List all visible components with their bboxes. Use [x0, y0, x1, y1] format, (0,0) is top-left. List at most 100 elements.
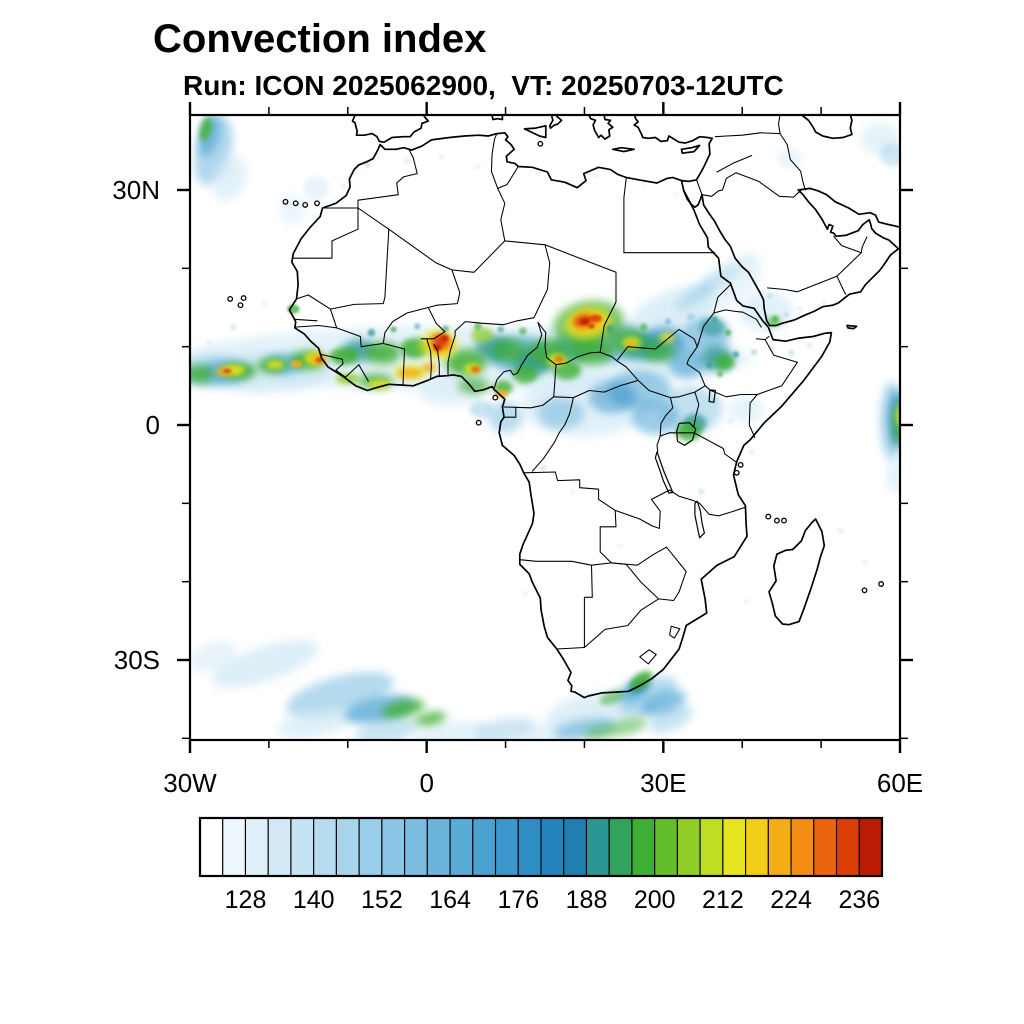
- country-border: [497, 165, 519, 189]
- country-border: [504, 240, 617, 273]
- convection-cell: [421, 363, 437, 373]
- coastline: [846, 324, 858, 330]
- convection-speck: [748, 449, 755, 456]
- convection-cell: [212, 155, 247, 202]
- country-border: [836, 275, 847, 295]
- country-border: [614, 489, 671, 529]
- colorbar-cell: [222, 817, 247, 877]
- convection-cell: [474, 717, 537, 740]
- colorbar-cell: [608, 817, 633, 877]
- colorbar-labels: 128 140 152 164 176 188 200 212 224 236: [225, 886, 881, 914]
- convection-speck: [569, 488, 576, 495]
- convection-cell: [537, 397, 585, 429]
- map-frame: [188, 113, 902, 742]
- chart-subtitle: Run: ICON 2025062900, VT: 20250703-12UTC: [183, 70, 784, 101]
- convection-speck: [687, 313, 695, 321]
- island-dot: [314, 200, 320, 207]
- colorbar-tick-label: 212: [702, 886, 744, 914]
- y-axis-label: 30S: [114, 645, 160, 675]
- coastline: [491, 115, 504, 121]
- convection-cell: [441, 335, 449, 342]
- convection-speck: [639, 323, 648, 331]
- convection-cell: [222, 368, 232, 374]
- convection-speck: [743, 598, 749, 604]
- colorbar-cell: [335, 817, 360, 877]
- convection-cell: [618, 676, 677, 714]
- colorbar-cell: [722, 817, 747, 877]
- colorbar-cell: [449, 817, 474, 877]
- country-border: [490, 133, 499, 189]
- country-border: [665, 546, 687, 602]
- convection-cell: [643, 338, 676, 363]
- convection-speck: [797, 306, 803, 312]
- colorbar-cell: [585, 817, 610, 877]
- country-border: [553, 397, 574, 443]
- convection-speck: [474, 322, 482, 331]
- colorbar-tick-label: 176: [497, 886, 539, 914]
- country-border: [713, 283, 732, 314]
- country-border: [625, 563, 675, 602]
- country-border: [610, 546, 668, 566]
- convection-speck: [767, 293, 773, 299]
- convection-speck: [861, 558, 868, 566]
- country-border: [713, 309, 762, 328]
- country-border: [503, 406, 517, 418]
- country-border: [427, 269, 461, 309]
- country-border: [704, 385, 758, 398]
- colorbar-cell: [790, 817, 815, 877]
- colorbar-tick-label: 224: [770, 886, 812, 914]
- country-border: [639, 649, 657, 665]
- x-axis-label: 30E: [640, 768, 686, 798]
- colorbar-tick-label: 164: [429, 886, 471, 914]
- country-border: [756, 339, 798, 396]
- island-dot: [737, 461, 744, 468]
- convection-speck: [727, 417, 734, 425]
- convection-speck: [664, 318, 672, 325]
- convection-speck: [750, 349, 758, 356]
- convection-speck: [497, 326, 504, 333]
- country-border: [766, 275, 838, 293]
- convection-cell: [286, 672, 394, 719]
- colorbar-cell: [540, 817, 565, 877]
- y-axis-label: 30N: [112, 175, 160, 205]
- colorbar-cell: [654, 817, 678, 877]
- convection-cell: [630, 671, 653, 690]
- colorbar-tick-label: 200: [634, 886, 676, 914]
- convection-speck: [806, 341, 813, 349]
- convection-cell: [368, 379, 391, 389]
- convection-cell: [495, 389, 508, 399]
- colorbar-cell: [199, 817, 224, 877]
- country-border: [493, 321, 543, 388]
- island-dot: [292, 200, 299, 207]
- country-border: [336, 327, 384, 348]
- coastline: [701, 187, 900, 327]
- colorbar-cell: [244, 817, 269, 877]
- colorbar-cell: [631, 817, 656, 877]
- colorbar-tick-label: 188: [566, 886, 608, 914]
- convection-cell: [280, 193, 306, 226]
- convection-speck: [784, 312, 789, 317]
- convection-cell: [199, 116, 213, 142]
- convection-cell: [631, 400, 680, 435]
- country-border: [616, 328, 698, 362]
- convection-speck: [640, 180, 647, 187]
- convection-cell: [266, 360, 284, 370]
- country-border: [292, 207, 359, 259]
- country-border: [836, 236, 868, 277]
- country-border: [701, 172, 737, 197]
- convection-speck: [230, 323, 237, 331]
- colorbar-cell: [472, 817, 497, 877]
- coastline: [587, 115, 614, 140]
- convection-speck: [261, 300, 269, 307]
- country-border: [321, 353, 344, 371]
- coastline: [800, 115, 853, 140]
- coastline: [351, 115, 430, 144]
- convection-cell: [588, 324, 595, 329]
- country-border: [637, 379, 706, 399]
- island-dot: [861, 587, 868, 594]
- coastline: [611, 146, 635, 153]
- convection-speck: [821, 300, 827, 306]
- colorbar: [198, 816, 884, 878]
